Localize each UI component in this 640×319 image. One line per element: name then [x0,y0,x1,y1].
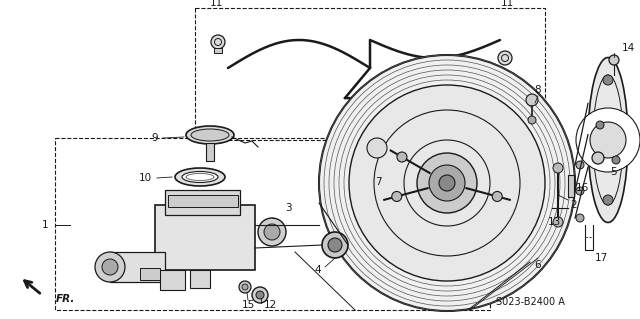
Circle shape [576,161,584,169]
Circle shape [492,191,502,202]
Circle shape [258,218,286,246]
Text: 7: 7 [375,177,381,187]
Text: 17: 17 [595,253,608,263]
Circle shape [211,35,225,49]
Circle shape [256,291,264,299]
Circle shape [429,165,465,201]
Bar [568,175,574,197]
Text: 12: 12 [264,300,276,310]
Circle shape [526,94,538,106]
Circle shape [528,116,536,124]
Text: 8: 8 [534,85,541,95]
Circle shape [590,122,626,158]
Circle shape [102,259,118,275]
Bar [110,252,165,282]
Text: 4: 4 [315,265,321,275]
Circle shape [392,191,402,202]
Circle shape [239,281,251,293]
Text: 13: 13 [548,217,561,227]
Text: 6: 6 [534,260,541,270]
Bar [160,270,185,290]
Ellipse shape [182,172,218,182]
Text: 10: 10 [139,173,152,183]
Circle shape [322,232,348,258]
Text: 1: 1 [42,220,48,230]
Text: FR.: FR. [56,294,76,304]
Bar [55,138,490,310]
Ellipse shape [186,126,234,144]
Bar [214,48,222,53]
Circle shape [264,224,280,240]
Circle shape [319,55,575,311]
Text: S023-B2400 A: S023-B2400 A [495,297,564,307]
Circle shape [603,195,613,205]
Ellipse shape [588,57,628,222]
Circle shape [553,163,563,173]
Circle shape [349,85,545,281]
Ellipse shape [175,168,225,186]
Bar [195,8,545,140]
Circle shape [242,284,248,290]
Bar [190,270,210,288]
Circle shape [603,75,613,85]
Text: 2: 2 [570,200,577,210]
Bar [155,205,255,270]
Text: 9: 9 [152,133,158,143]
Text: 11: 11 [500,0,514,8]
Ellipse shape [191,129,229,141]
Bar [168,195,238,207]
Circle shape [592,152,604,164]
Circle shape [417,153,477,213]
Bar [165,190,240,215]
Text: 11: 11 [209,0,223,8]
Circle shape [439,175,455,191]
Circle shape [596,121,604,129]
Circle shape [576,214,584,222]
Bar [206,143,214,161]
Text: 3: 3 [285,203,292,213]
Circle shape [397,152,407,162]
Circle shape [328,238,342,252]
Circle shape [576,187,584,195]
Bar [140,268,160,280]
Text: 14: 14 [622,43,636,53]
Text: 5: 5 [610,167,616,177]
Circle shape [553,217,563,227]
Text: 16: 16 [576,183,589,193]
Circle shape [576,108,640,172]
Circle shape [95,252,125,282]
Text: 15: 15 [242,300,255,310]
Circle shape [498,51,512,65]
Circle shape [367,138,387,158]
Circle shape [252,287,268,303]
Circle shape [612,156,620,164]
Circle shape [609,55,619,65]
